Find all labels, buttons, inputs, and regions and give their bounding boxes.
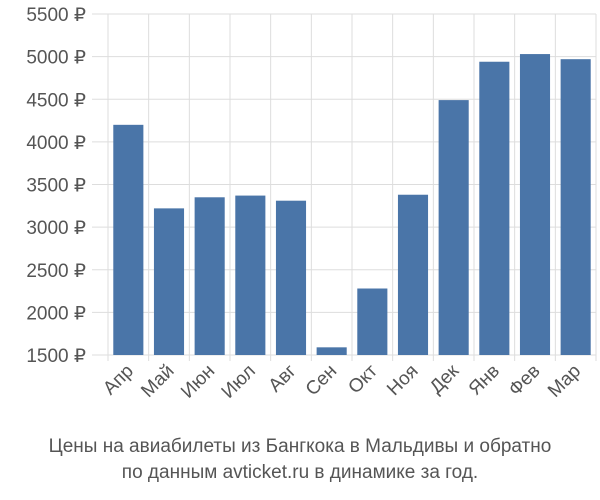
x-tick-label: Дек	[426, 360, 464, 398]
x-tick-label: Июн	[177, 361, 219, 403]
bar-3	[194, 197, 225, 355]
bar-6	[316, 347, 347, 355]
y-tick-label: 2000 ₽	[26, 303, 86, 324]
bar-7	[357, 288, 388, 355]
x-tick-label: Авг	[265, 361, 301, 397]
x-tick-label: Окт	[344, 360, 382, 398]
x-tick-label: Сен	[302, 361, 341, 400]
x-tick-label: Апр	[99, 361, 138, 400]
bars-layer	[113, 54, 591, 356]
bar-chart: 5500 ₽ 5000 ₽ 4500 ₽ 4000 ₽ 3500 ₽ 3000 ₽ 2500…	[26, 5, 597, 403]
bar-4	[235, 195, 266, 355]
caption-line-2: по данным avticket.ru в динамике за год.	[121, 462, 479, 483]
x-tick-label: Ноя	[383, 361, 422, 400]
y-tick-label: 1500 ₽	[26, 346, 86, 367]
bar-12	[560, 59, 591, 356]
y-tick-label: 5500 ₽	[26, 5, 86, 26]
bar-5	[275, 200, 307, 355]
y-axis-labels: 5500 ₽ 5000 ₽ 4500 ₽ 4000 ₽ 3500 ₽ 3000 ₽ 2500…	[26, 5, 86, 367]
bar-1	[113, 124, 144, 355]
caption-line-1: Цены на авиабилеты из Бангкока в Мальдив…	[48, 436, 552, 457]
bar-9	[438, 100, 469, 355]
y-tick-label: 3000 ₽	[26, 218, 86, 239]
x-tick-label: Июл	[218, 361, 260, 403]
y-tick-label: 3500 ₽	[26, 176, 86, 197]
x-tick-label: Фев	[505, 361, 545, 401]
bar-8	[397, 194, 429, 355]
y-tick-label: 4000 ₽	[26, 133, 86, 154]
y-tick-label: 5000 ₽	[26, 48, 86, 69]
y-tick-label: 2500 ₽	[26, 261, 86, 282]
bar-2	[153, 208, 185, 355]
x-tick-label: Янв	[465, 361, 504, 400]
chart-caption: Цены на авиабилеты из Бангкока в Мальдив…	[0, 434, 600, 486]
x-tick-label: Мар	[544, 361, 585, 402]
bar-10	[479, 61, 510, 356]
y-tick-label: 4500 ₽	[26, 90, 86, 111]
bar-11	[519, 54, 551, 355]
x-tick-label: Май	[137, 361, 178, 402]
